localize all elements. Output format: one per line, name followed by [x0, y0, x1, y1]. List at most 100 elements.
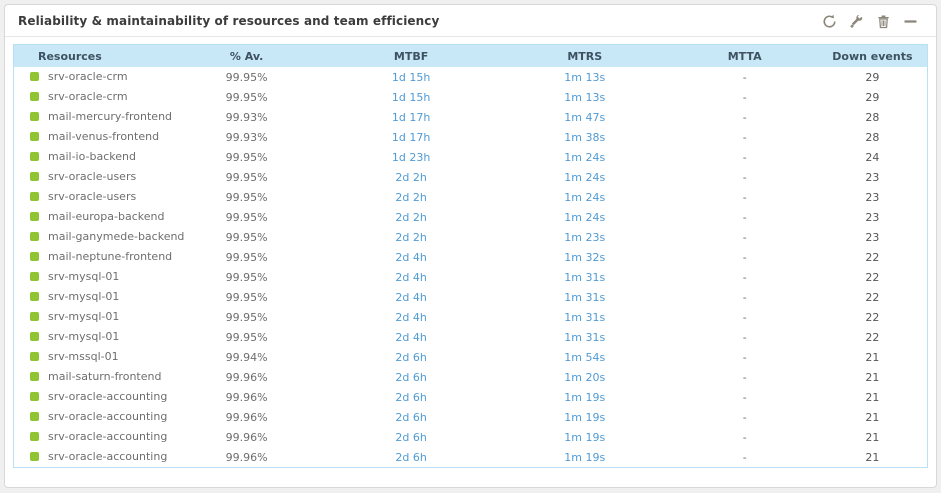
mtrs-value: 1m 47s [497, 107, 672, 127]
availability-value: 99.95% [168, 207, 325, 227]
down-events-value: 21 [817, 347, 928, 367]
resource-name: srv-oracle-accounting [48, 450, 168, 463]
resource-cell: srv-oracle-accounting [13, 447, 169, 468]
resource-cell: srv-oracle-accounting [13, 407, 169, 427]
status-ok-icon [30, 132, 39, 141]
table-row: srv-oracle-crm 99.95% 1d 15h 1m 13s - 29 [13, 67, 928, 87]
status-ok-icon [30, 152, 39, 161]
availability-value: 99.93% [168, 107, 325, 127]
mtta-value: - [671, 87, 818, 107]
table-row: mail-venus-frontend 99.93% 1d 17h 1m 38s… [13, 127, 928, 147]
resource-name: srv-oracle-crm [48, 70, 128, 83]
down-events-value: 24 [817, 147, 928, 167]
availability-value: 99.95% [168, 227, 325, 247]
widget-title-bar: Reliability & maintainability of resourc… [5, 5, 936, 37]
table-row: srv-mysql-01 99.95% 2d 4h 1m 31s - 22 [13, 327, 928, 347]
availability-value: 99.96% [168, 407, 325, 427]
status-ok-icon [30, 312, 39, 321]
mtbf-value: 2d 4h [324, 327, 498, 347]
mtbf-value: 1d 17h [324, 127, 498, 147]
resource-name: srv-mysql-01 [48, 270, 120, 283]
status-ok-icon [30, 352, 39, 361]
reliability-table: Resources % Av. MTBF MTRS MTTA Down even… [13, 44, 928, 468]
availability-value: 99.95% [168, 87, 325, 107]
mtta-value: - [671, 447, 818, 468]
table-row: mail-ganymede-backend 99.95% 2d 2h 1m 23… [13, 227, 928, 247]
mtta-value: - [671, 367, 818, 387]
trash-icon[interactable] [875, 13, 891, 29]
down-events-value: 21 [817, 427, 928, 447]
down-events-value: 23 [817, 167, 928, 187]
mtta-value: - [671, 327, 818, 347]
status-ok-icon [30, 372, 39, 381]
resource-name: srv-oracle-accounting [48, 430, 168, 443]
status-ok-icon [30, 452, 39, 461]
mtta-value: - [671, 407, 818, 427]
resource-cell: srv-mysql-01 [13, 307, 169, 327]
resource-cell: srv-mysql-01 [13, 287, 169, 307]
mtrs-value: 1m 54s [497, 347, 672, 367]
availability-value: 99.94% [168, 347, 325, 367]
availability-value: 99.95% [168, 267, 325, 287]
status-ok-icon [30, 252, 39, 261]
down-events-value: 21 [817, 407, 928, 427]
mtta-value: - [671, 147, 818, 167]
resource-cell: srv-oracle-users [13, 167, 169, 187]
reliability-widget: Reliability & maintainability of resourc… [4, 4, 937, 488]
resource-cell: mail-venus-frontend [13, 127, 169, 147]
resource-cell: mail-neptune-frontend [13, 247, 172, 267]
column-header-mtrs: MTRS [497, 44, 672, 67]
down-events-value: 29 [817, 67, 928, 87]
column-header-mtta: MTTA [671, 44, 818, 67]
availability-value: 99.95% [168, 327, 325, 347]
resource-cell: srv-mssql-01 [13, 347, 169, 367]
mtbf-value: 2d 4h [324, 247, 498, 267]
mtrs-value: 1m 38s [497, 127, 672, 147]
mtta-value: - [671, 207, 818, 227]
status-ok-icon [30, 272, 39, 281]
resource-name: mail-saturn-frontend [48, 370, 162, 383]
mtrs-value: 1m 23s [497, 227, 672, 247]
status-ok-icon [30, 212, 39, 221]
collapse-icon[interactable] [902, 13, 918, 29]
down-events-value: 22 [817, 287, 928, 307]
availability-value: 99.95% [168, 307, 325, 327]
resource-cell: mail-saturn-frontend [13, 367, 169, 387]
resource-name: srv-oracle-crm [48, 90, 128, 103]
resource-cell: srv-oracle-crm [13, 87, 169, 107]
mtrs-value: 1m 24s [497, 167, 672, 187]
table-header-row: Resources % Av. MTBF MTRS MTTA Down even… [13, 44, 928, 67]
mtta-value: - [671, 67, 818, 87]
availability-value: 99.96% [168, 387, 325, 407]
resource-cell: srv-oracle-users [13, 187, 169, 207]
column-header-down-events: Down events [817, 44, 928, 67]
widget-toolbar [821, 13, 922, 29]
availability-value: 99.95% [168, 67, 325, 87]
down-events-value: 22 [817, 267, 928, 287]
mtbf-value: 2d 6h [324, 347, 498, 367]
resource-cell: srv-mysql-01 [13, 267, 169, 287]
resource-cell: mail-ganymede-backend [13, 227, 184, 247]
column-header-resources: Resources [13, 44, 169, 67]
resource-name: srv-mssql-01 [48, 350, 119, 363]
table-row: srv-oracle-accounting 99.96% 2d 6h 1m 19… [13, 427, 928, 447]
table-row: srv-oracle-users 99.95% 2d 2h 1m 24s - 2… [13, 187, 928, 207]
mtta-value: - [671, 287, 818, 307]
status-ok-icon [30, 172, 39, 181]
resource-name: srv-oracle-users [48, 170, 137, 183]
mtrs-value: 1m 24s [497, 187, 672, 207]
status-ok-icon [30, 112, 39, 121]
table-container: Resources % Av. MTBF MTRS MTTA Down even… [5, 37, 936, 482]
resource-cell: srv-oracle-accounting [13, 427, 169, 447]
mtta-value: - [671, 427, 818, 447]
mtrs-value: 1m 20s [497, 367, 672, 387]
table-row: mail-mercury-frontend 99.93% 1d 17h 1m 4… [13, 107, 928, 127]
table-row: mail-europa-backend 99.95% 2d 2h 1m 24s … [13, 207, 928, 227]
mtbf-value: 2d 6h [324, 447, 498, 468]
mtrs-value: 1m 19s [497, 407, 672, 427]
wrench-icon[interactable] [848, 13, 864, 29]
down-events-value: 28 [817, 127, 928, 147]
mtbf-value: 1d 23h [324, 147, 498, 167]
refresh-icon[interactable] [821, 13, 837, 29]
